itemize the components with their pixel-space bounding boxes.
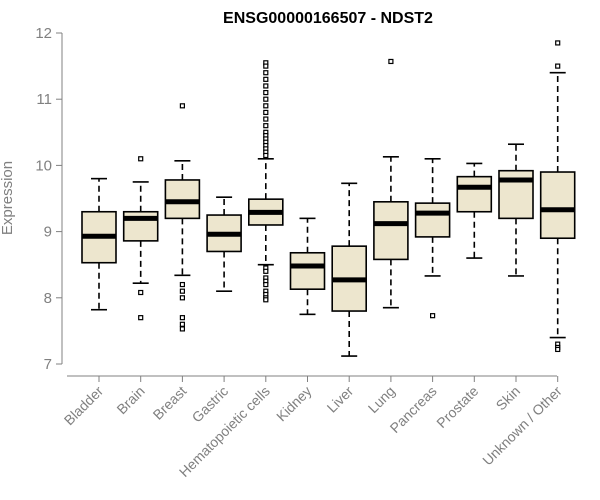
outlier-point [179, 321, 185, 327]
outlier-point [263, 103, 269, 109]
y-tick-label: 12 [35, 25, 52, 42]
box-1 [122, 156, 159, 321]
outlier-point [263, 83, 269, 89]
outlier-point [388, 58, 394, 65]
x-tick-label: Kidney [273, 383, 315, 425]
outlier-point [179, 315, 185, 321]
box-7 [373, 58, 409, 309]
outlier-point [263, 281, 269, 288]
y-tick-label: 10 [35, 157, 52, 174]
box-2 [164, 103, 201, 332]
outlier-point [179, 326, 185, 332]
x-tick-label: Liver [324, 383, 357, 416]
box-5 [289, 217, 326, 316]
box-6 [331, 182, 368, 357]
y-tick-label: 8 [44, 290, 52, 307]
outlier-point [263, 63, 269, 69]
outlier-point [555, 346, 561, 353]
iqr-box [289, 251, 326, 290]
outlier-point [263, 76, 269, 82]
outlier-point [263, 109, 269, 116]
iqr-box [414, 202, 451, 238]
y-axis-label: Expression [0, 161, 16, 235]
y-tick-label: 9 [44, 224, 52, 241]
iqr-box [456, 175, 493, 213]
x-tick-label: Prostate [433, 383, 481, 431]
x-tick-label: Bladder [61, 383, 107, 429]
box-3 [206, 196, 242, 292]
box-9 [456, 162, 493, 259]
x-tick-label: Skin [493, 383, 524, 414]
outlier-point [263, 297, 269, 303]
iqr-box [373, 201, 409, 261]
outlier-point [179, 103, 185, 109]
outlier-point [179, 281, 185, 288]
outlier-point [263, 152, 269, 159]
outlier-point [263, 268, 269, 274]
x-tick-label: Unknown / Other [479, 383, 565, 469]
box-series [81, 40, 576, 357]
x-tick-label: Breast [150, 383, 190, 423]
outlier-point [263, 70, 269, 76]
outlier-point [555, 40, 561, 46]
box-11 [539, 40, 576, 353]
outlier-point [263, 96, 269, 102]
chart-title: ENSG00000166507 - NDST2 [223, 10, 433, 27]
outlier-point [430, 313, 436, 319]
outlier-point [138, 156, 144, 162]
outlier-point [555, 63, 561, 69]
x-tick-label: Brain [113, 383, 147, 417]
box-4 [248, 60, 284, 303]
y-tick-label: 11 [36, 91, 52, 108]
outlier-point [179, 295, 185, 301]
outlier-point [138, 289, 144, 296]
y-tick-label: 7 [44, 356, 52, 373]
outlier-point [263, 123, 269, 129]
outlier-point [263, 116, 269, 122]
box-10 [498, 143, 534, 277]
box-0 [81, 177, 117, 311]
x-tick-label: Lung [365, 383, 398, 416]
box-8 [414, 157, 451, 319]
outlier-point [138, 315, 144, 321]
iqr-box [164, 179, 201, 220]
outlier-point [263, 89, 269, 96]
outlier-point [179, 288, 185, 294]
iqr-box [539, 171, 576, 240]
